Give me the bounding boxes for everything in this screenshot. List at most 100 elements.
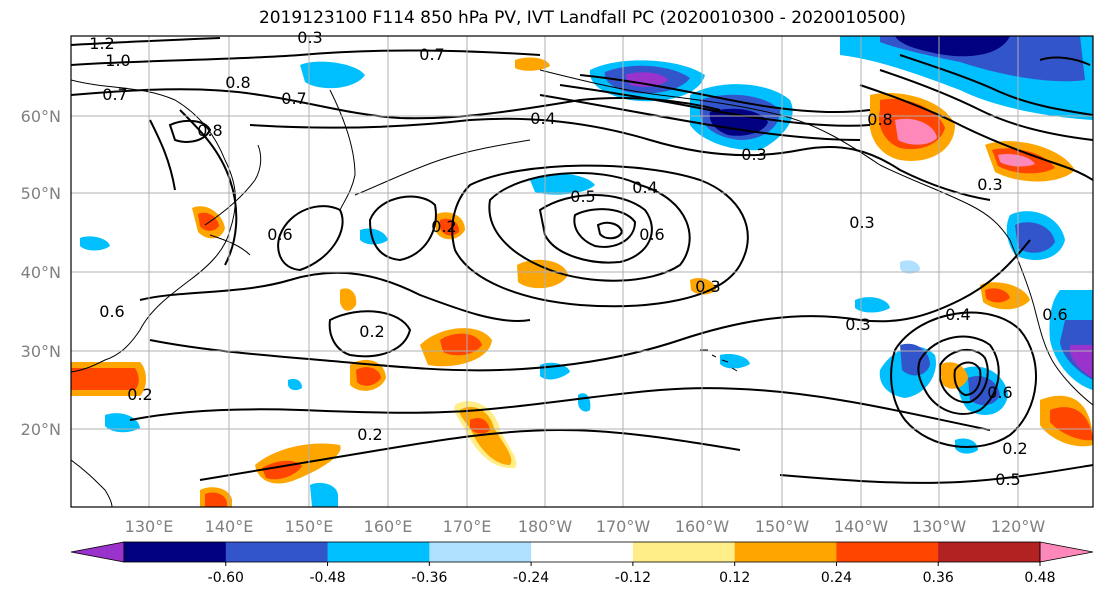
contour-label: 0.2 xyxy=(127,385,152,404)
contour-line xyxy=(559,84,871,127)
lon-tick-label: 160°E xyxy=(364,517,413,536)
contour-line xyxy=(368,195,437,262)
neg-anomaly-blob xyxy=(1070,345,1093,378)
contour-label: 0.2 xyxy=(357,425,382,444)
colorbar-segment xyxy=(836,542,939,562)
colorbar-label: 0.12 xyxy=(719,570,750,586)
pos-anomaly-blob xyxy=(517,259,568,289)
colorbar-segment xyxy=(327,542,430,562)
contour-label: 0.8 xyxy=(867,110,892,129)
lon-tick-label: 130°E xyxy=(125,517,174,536)
lon-tick-label: 170°E xyxy=(443,517,492,536)
lat-tick-label: 50°N xyxy=(21,184,61,203)
contour-label: 0.6 xyxy=(1042,305,1067,324)
neg-anomaly-blob xyxy=(895,36,1010,57)
map-title: 2019123100 F114 850 hPa PV, IVT Landfall… xyxy=(258,8,906,28)
contour-label: 0.8 xyxy=(225,73,250,92)
pos-anomaly-blob xyxy=(440,218,460,236)
pos-anomaly-blob xyxy=(1050,407,1093,441)
pos-anomaly-blob xyxy=(356,367,381,386)
lat-tick-label: 40°N xyxy=(21,263,61,282)
contour-line xyxy=(890,311,1037,448)
japan-coastline xyxy=(204,144,262,256)
contour-line xyxy=(129,387,991,431)
contour-line xyxy=(451,164,749,308)
lon-tick-label: 170°W xyxy=(596,517,651,536)
contour-line xyxy=(1039,56,1091,66)
colorbar-label: 0.24 xyxy=(821,570,852,586)
lon-tick-label: 140°E xyxy=(205,517,254,536)
lat-tick-label: 20°N xyxy=(21,420,61,439)
contour-label: 0.4 xyxy=(632,178,657,197)
contour-label: 0.3 xyxy=(977,175,1002,194)
contour-line xyxy=(917,335,1000,415)
contour-label: 0.6 xyxy=(267,225,292,244)
contour-label: 0.7 xyxy=(102,85,127,104)
pos-anomaly-blob xyxy=(985,288,1010,303)
neg-anomaly-blob xyxy=(300,61,365,89)
lon-tick-labels: 130°E 140°E 150°E 160°E 170°E 180°W 170°W 160°W… xyxy=(125,517,1046,536)
contour-line xyxy=(488,172,691,282)
lon-tick-label: 150°W xyxy=(755,517,810,536)
colorbar-segment xyxy=(429,542,532,562)
colorbar-segment xyxy=(124,542,227,562)
contour-line xyxy=(179,109,238,266)
contour-line xyxy=(71,37,221,46)
colorbar: -0.60 -0.48 -0.36 -0.24 -0.12 0.12 0.24 0.36 0.4… xyxy=(70,541,1094,586)
aleutian-chain xyxy=(354,139,531,196)
pos-anomaly-blob xyxy=(205,492,227,507)
contour-label: 0.5 xyxy=(570,187,595,206)
neg-anomaly-blob xyxy=(530,173,595,195)
contour-line xyxy=(139,271,531,322)
contour-line xyxy=(277,205,344,272)
contour-line xyxy=(71,49,541,66)
neg-anomaly-blob xyxy=(900,343,930,376)
contour-line xyxy=(596,221,624,240)
contour-line xyxy=(579,74,871,113)
contour-label: 0.5 xyxy=(995,470,1020,489)
hawaii-islands xyxy=(700,349,738,372)
colorbar-segment xyxy=(734,542,837,562)
contour-line xyxy=(199,428,741,481)
pos-anomaly-blob xyxy=(71,368,139,390)
contour-label: 0.2 xyxy=(431,217,456,236)
neg-anomaly-blob xyxy=(310,482,338,507)
colorbar-segment xyxy=(938,542,1041,562)
contour-label: 0.3 xyxy=(741,145,766,164)
contour-line xyxy=(779,464,1093,484)
contour-label: 0.3 xyxy=(845,315,870,334)
contour-line xyxy=(149,239,1031,372)
contour-line xyxy=(149,119,176,191)
contour-label: 0.4 xyxy=(945,305,970,324)
colorbar-label: -0.24 xyxy=(513,570,549,586)
pos-anomaly-blob xyxy=(440,333,482,356)
colorbar-segment xyxy=(225,542,329,562)
contour-line xyxy=(939,349,989,404)
lon-tick-label: 150°E xyxy=(285,517,334,536)
contour-line xyxy=(328,310,412,358)
lat-tick-label: 60°N xyxy=(21,107,61,126)
neg-anomaly-blob xyxy=(955,438,978,454)
lat-tick-label: 30°N xyxy=(21,342,61,361)
contour-label: 1.0 xyxy=(105,51,130,70)
neg-anomaly-blob xyxy=(80,236,110,251)
lon-tick-label: 180°W xyxy=(518,517,573,536)
contour-line xyxy=(879,69,1093,141)
contour-line xyxy=(538,194,653,264)
colorbar-extend-low xyxy=(70,541,125,563)
contour-label: 0.6 xyxy=(987,383,1012,402)
colorbar-outline xyxy=(123,541,1041,563)
colorbar-segment xyxy=(531,542,634,562)
contour-line xyxy=(539,94,861,141)
map-content xyxy=(71,36,1093,507)
contour-line xyxy=(71,88,721,120)
neg-anomaly-blob xyxy=(900,260,920,274)
contour-line xyxy=(573,208,637,248)
contour-label: 0.2 xyxy=(359,322,384,341)
kamchatka-coastline xyxy=(329,89,356,211)
contour-label: 0.2 xyxy=(1002,439,1027,458)
neg-anomaly-blob xyxy=(360,228,388,245)
philippines-coastline xyxy=(71,459,113,507)
pos-anomaly-blob xyxy=(998,154,1035,167)
